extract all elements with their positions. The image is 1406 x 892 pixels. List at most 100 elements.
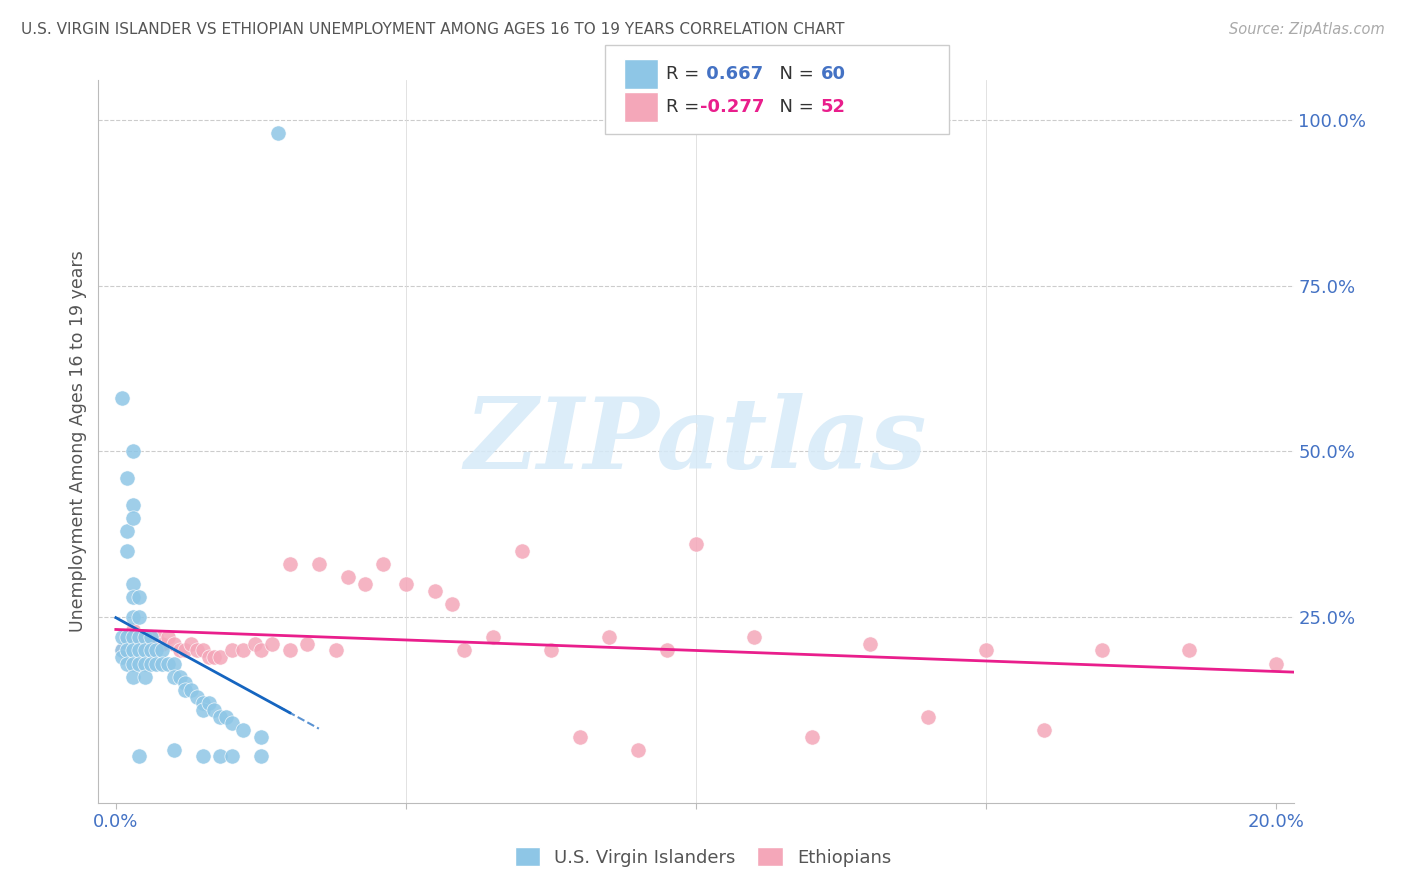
Y-axis label: Unemployment Among Ages 16 to 19 years: Unemployment Among Ages 16 to 19 years	[69, 251, 87, 632]
Text: Source: ZipAtlas.com: Source: ZipAtlas.com	[1229, 22, 1385, 37]
Point	[122, 498, 145, 512]
Point	[145, 630, 167, 644]
Point	[139, 643, 162, 657]
Point	[150, 657, 173, 671]
Point	[128, 591, 150, 605]
Point	[122, 630, 145, 644]
Point	[197, 697, 219, 711]
Point	[111, 650, 134, 665]
Point	[278, 643, 301, 657]
Point	[117, 630, 139, 644]
Text: 0.667: 0.667	[700, 65, 763, 83]
Point	[122, 643, 145, 657]
Point	[423, 583, 446, 598]
Point	[859, 637, 882, 651]
Text: 60: 60	[821, 65, 846, 83]
Point	[117, 643, 139, 657]
Point	[204, 703, 226, 717]
Text: ZIPatlas: ZIPatlas	[465, 393, 927, 490]
Point	[510, 544, 533, 558]
Point	[354, 577, 377, 591]
Point	[163, 670, 186, 684]
Point	[262, 637, 284, 651]
Point	[243, 637, 266, 651]
Point	[308, 557, 330, 571]
Point	[117, 630, 139, 644]
Point	[145, 643, 167, 657]
Point	[128, 657, 150, 671]
Point	[150, 637, 173, 651]
Text: U.S. VIRGIN ISLANDER VS ETHIOPIAN UNEMPLOYMENT AMONG AGES 16 TO 19 YEARS CORRELA: U.S. VIRGIN ISLANDER VS ETHIOPIAN UNEMPL…	[21, 22, 845, 37]
Point	[122, 657, 145, 671]
Point	[139, 643, 162, 657]
Point	[191, 697, 214, 711]
Point	[191, 703, 214, 717]
Point	[139, 657, 162, 671]
Point	[122, 591, 145, 605]
Point	[191, 749, 214, 764]
Point	[128, 643, 150, 657]
Point	[742, 630, 765, 644]
Point	[482, 630, 505, 644]
Point	[209, 749, 232, 764]
Point	[209, 709, 232, 723]
Point	[180, 637, 202, 651]
Point	[197, 650, 219, 665]
Point	[169, 643, 191, 657]
Point	[122, 624, 145, 638]
Point	[128, 630, 150, 644]
Point	[221, 749, 243, 764]
Legend: U.S. Virgin Islanders, Ethiopians: U.S. Virgin Islanders, Ethiopians	[508, 840, 898, 874]
Point	[128, 630, 150, 644]
Point	[215, 709, 238, 723]
Point	[221, 643, 243, 657]
Point	[917, 709, 939, 723]
Point	[627, 743, 650, 757]
Point	[974, 643, 997, 657]
Point	[134, 657, 156, 671]
Point	[117, 657, 139, 671]
Point	[157, 630, 180, 644]
Point	[395, 577, 418, 591]
Point	[111, 643, 134, 657]
Point	[163, 657, 186, 671]
Point	[221, 716, 243, 731]
Text: N =: N =	[768, 65, 820, 83]
Point	[174, 676, 197, 690]
Point	[169, 670, 191, 684]
Point	[174, 683, 197, 698]
Text: -0.277: -0.277	[700, 98, 765, 116]
Point	[111, 643, 134, 657]
Point	[568, 730, 591, 744]
Text: R =: R =	[666, 65, 706, 83]
Point	[134, 643, 156, 657]
Text: R =: R =	[666, 98, 706, 116]
Point	[540, 643, 562, 657]
Point	[139, 630, 162, 644]
Point	[250, 749, 273, 764]
Point	[145, 657, 167, 671]
Point	[117, 544, 139, 558]
Point	[250, 730, 273, 744]
Point	[1091, 643, 1114, 657]
Text: 52: 52	[821, 98, 846, 116]
Point	[1033, 723, 1056, 737]
Point	[336, 570, 359, 584]
Point	[191, 643, 214, 657]
Point	[278, 557, 301, 571]
Point	[150, 643, 173, 657]
Point	[232, 643, 254, 657]
Point	[128, 610, 150, 624]
Point	[186, 643, 208, 657]
Point	[209, 650, 232, 665]
Point	[1178, 643, 1201, 657]
Point	[157, 657, 180, 671]
Point	[163, 743, 186, 757]
Point	[117, 524, 139, 538]
Point	[111, 630, 134, 644]
Point	[122, 577, 145, 591]
Point	[186, 690, 208, 704]
Point	[174, 643, 197, 657]
Point	[297, 637, 319, 651]
Point	[801, 730, 824, 744]
